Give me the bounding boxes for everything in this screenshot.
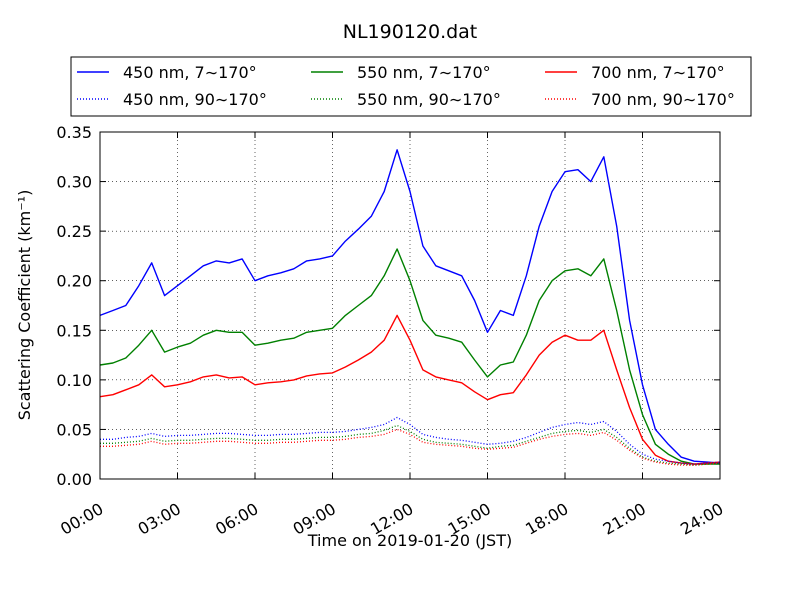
y-tick-label: 0.10	[56, 371, 92, 390]
y-tick-label: 0.05	[56, 420, 92, 439]
legend: 450 nm, 7∼170° 550 nm, 7∼170° 700 nm, 7∼17…	[70, 56, 752, 117]
y-axis-label: Scattering Coefficient (km⁻¹)	[15, 190, 34, 421]
chart-title: NL190120.dat	[343, 21, 478, 43]
y-tick-label: 0.30	[56, 173, 92, 192]
x-tick-label: 06:00	[212, 499, 261, 539]
x-tick-label: 03:00	[135, 499, 184, 539]
y-tick-label: 0.15	[56, 321, 92, 340]
y-tick-label: 0.00	[56, 470, 92, 489]
x-tick-label: 18:00	[522, 499, 571, 539]
legend-label: 700 nm, 7∼170°	[591, 63, 725, 82]
x-tick-label: 24:00	[677, 499, 726, 539]
series-line-5	[100, 424, 721, 466]
legend-label: 450 nm, 7∼170°	[123, 63, 257, 82]
series-line-1	[99, 149, 721, 464]
legend-label: 700 nm, 90∼170°	[591, 90, 735, 109]
legend-label: 550 nm, 7∼170°	[357, 63, 491, 82]
y-tick-label: 0.25	[56, 222, 92, 241]
series-line-4	[100, 416, 721, 465]
y-tick-label: 0.20	[56, 272, 92, 291]
legend-label: 550 nm, 90∼170°	[357, 90, 501, 109]
legend-label: 450 nm, 90∼170°	[123, 90, 267, 109]
x-axis-label: Time on 2019-01-20 (JST)	[307, 531, 512, 550]
x-tick-label: 00:00	[57, 499, 106, 539]
y-tick-label: 0.35	[56, 123, 92, 142]
series-line-3	[99, 314, 721, 465]
x-tick-label: 21:00	[600, 499, 649, 539]
legend-box	[70, 56, 752, 117]
series-line-2	[99, 248, 720, 465]
plot-area: 0.00 0.05 0.10 0.15 0.20 0.25 0.30 0.35 00:00 03:…	[56, 123, 726, 539]
